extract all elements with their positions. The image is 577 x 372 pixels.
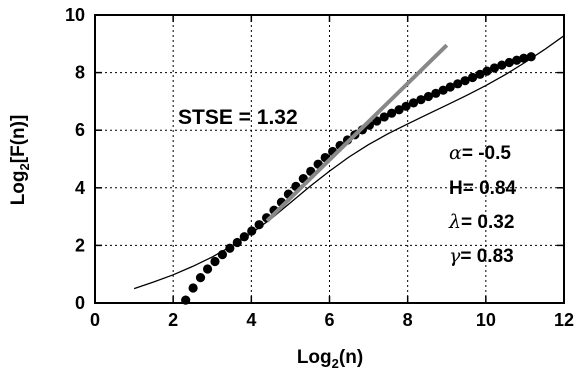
hurst-annotation: H= 0.84 xyxy=(449,178,517,199)
data-point xyxy=(497,60,507,70)
x-tick-label: 2 xyxy=(168,310,178,330)
x-tick-label: 8 xyxy=(403,310,413,330)
data-point xyxy=(202,264,213,274)
data-point xyxy=(210,256,220,267)
gamma-annotation: γ= 0.83 xyxy=(449,245,514,267)
data-point xyxy=(467,72,478,83)
data-point xyxy=(475,69,485,79)
data-point xyxy=(225,243,235,253)
y-tick-label: 4 xyxy=(75,178,85,198)
data-point xyxy=(416,95,426,105)
data-point xyxy=(445,82,455,92)
data-point xyxy=(232,237,242,248)
data-point xyxy=(482,66,492,76)
data-point xyxy=(387,108,397,118)
data-point xyxy=(195,273,206,283)
fit-curve xyxy=(133,35,565,290)
x-tick-label: 10 xyxy=(476,310,496,330)
data-point xyxy=(394,105,404,115)
y-tick-label: 10 xyxy=(65,5,85,25)
lambda-annotation: λ= 0.32 xyxy=(448,211,514,233)
x-tick-label: 4 xyxy=(246,310,256,330)
data-point xyxy=(379,112,389,122)
data-point xyxy=(438,85,448,95)
data-point xyxy=(217,250,228,260)
data-point xyxy=(423,91,433,102)
data-point xyxy=(460,76,470,86)
x-tick-label: 0 xyxy=(90,310,100,330)
data-point xyxy=(372,116,382,126)
alpha-annotation: α= -0.5 xyxy=(449,142,511,164)
axis-ticks xyxy=(94,14,565,304)
tick-labels: 0 2 4 6 8 10 12 0 2 4 6 8 10 xyxy=(65,5,574,330)
data-point xyxy=(489,63,500,73)
data-point xyxy=(512,55,522,65)
y-axis-label: Log2[F(n)] xyxy=(8,115,32,206)
y-tick-label: 2 xyxy=(75,235,85,255)
series-layer xyxy=(133,35,565,305)
data-point xyxy=(181,295,191,305)
data-point xyxy=(247,226,257,236)
stse-annotation: STSE = 1.32 xyxy=(178,106,298,129)
x-tick-label: 6 xyxy=(324,310,334,330)
data-point xyxy=(408,98,419,108)
y-tick-label: 8 xyxy=(75,63,85,83)
x-axis-label: Log2(n) xyxy=(297,347,363,371)
y-tick-label: 6 xyxy=(75,120,85,140)
x-tick-label: 12 xyxy=(554,310,574,330)
data-point xyxy=(504,57,514,68)
data-point xyxy=(453,79,463,89)
data-point xyxy=(239,232,249,242)
data-point xyxy=(526,52,536,62)
data-point xyxy=(431,88,441,98)
y-tick-label: 0 xyxy=(75,293,85,313)
data-point xyxy=(188,283,198,293)
data-point xyxy=(519,53,529,63)
data-point xyxy=(254,220,264,230)
data-point xyxy=(401,101,411,111)
stse-fit-line xyxy=(265,43,449,223)
